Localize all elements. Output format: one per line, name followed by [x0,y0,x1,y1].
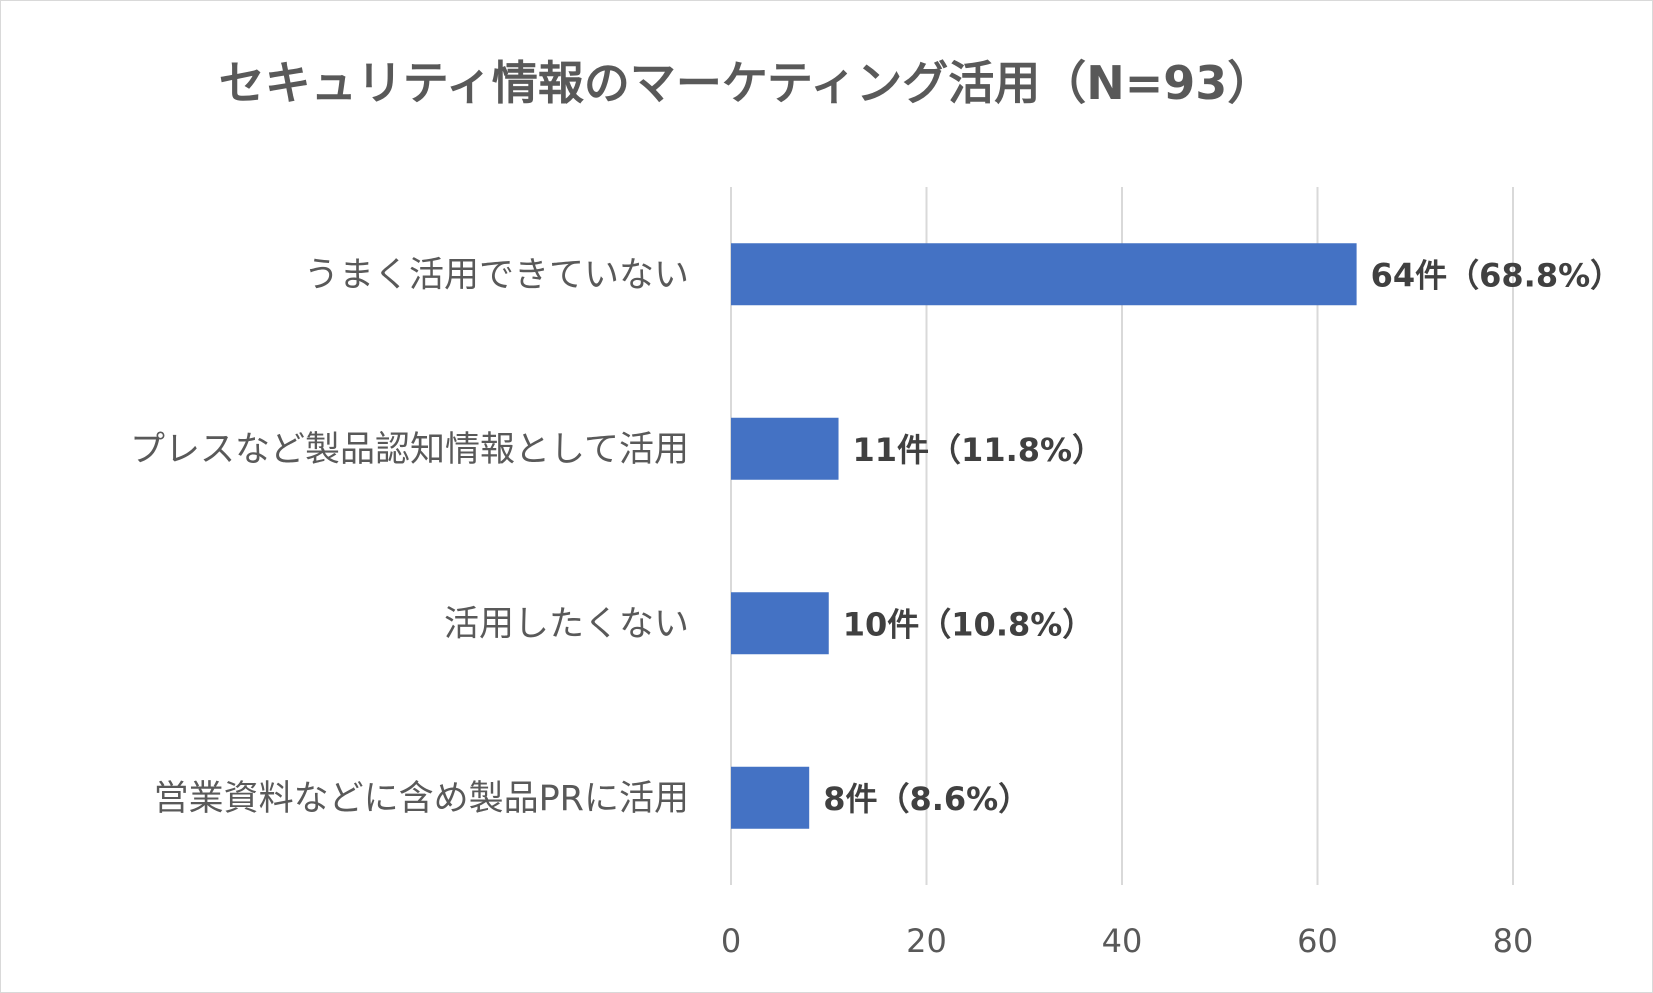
data-label-3: 10件（10.8%） [843,605,1095,643]
bars [731,243,1357,829]
data-label-1: 64件（68.8%） [1371,256,1623,294]
x-tick-label-80: 80 [1493,922,1534,960]
bar-4 [731,766,810,829]
x-tick-label-60: 60 [1297,922,1338,960]
category-label-2: プレスなど製品認知情報として活用 [130,430,689,470]
labels: 0 20 40 60 80 うまく活用できていない 64件（68.8%） プレスなど製品認知情… [130,255,1622,960]
bar-1 [731,243,1357,306]
data-label-2: 11件（11.8%） [853,431,1105,469]
bar-2 [731,417,839,480]
category-label-3: 活用したくない [444,604,689,644]
x-tick-label-20: 20 [906,922,947,960]
chart-title: セキュリティ情報のマーケティング活用（N=93） [218,56,1274,110]
bar-3 [731,592,829,655]
x-tick-label-0: 0 [721,922,741,960]
category-label-1: うまく活用できていない [304,255,689,295]
data-label-4: 8件（8.6%） [823,780,1030,818]
category-label-4: 営業資料などに含め製品PRに活用 [154,779,689,819]
x-tick-label-40: 40 [1102,922,1143,960]
